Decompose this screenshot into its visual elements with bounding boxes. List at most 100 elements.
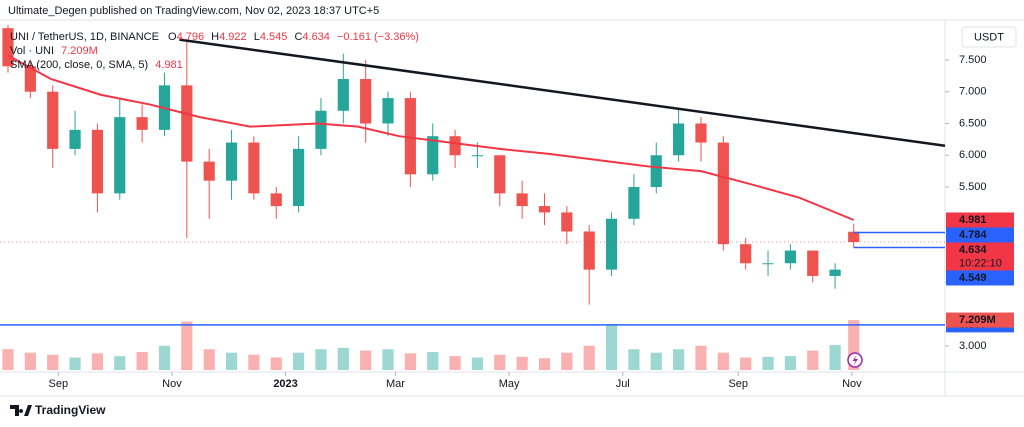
x-tick-label: Sep: [728, 378, 748, 390]
candle-body: [740, 244, 752, 264]
volume-bar: [628, 349, 640, 370]
candle-body: [494, 155, 506, 194]
volume-bar: [784, 356, 796, 370]
candle-body: [270, 193, 282, 207]
marks: [0, 25, 946, 370]
candle-body: [538, 206, 551, 213]
candle-body: [136, 117, 148, 130]
ohlc-value: 4.796: [177, 31, 205, 43]
x-tick-label: Nov: [842, 378, 862, 390]
volume-bar: [449, 356, 461, 370]
candle-body: [628, 187, 640, 219]
candle-body: [807, 250, 819, 276]
candle-body: [225, 142, 238, 181]
candle-body: [69, 129, 81, 149]
volume-label: 7.209M: [959, 314, 996, 326]
volume-label-box: [946, 312, 1014, 328]
volume-bar: [650, 352, 662, 370]
brand-logo: [10, 405, 32, 416]
price-label: 4.981: [959, 214, 987, 226]
x-tick-label: 2023: [273, 378, 297, 390]
volume-bar: [136, 351, 148, 370]
symbol: UNI / TetherUS, 1D, BINANCE: [10, 31, 159, 43]
volume-bar: [494, 354, 506, 370]
volume-bar: [248, 354, 260, 370]
ohlc-value: 4.545: [260, 31, 288, 43]
ohlc-key: O: [168, 31, 177, 43]
sma-line: [7, 54, 855, 221]
candle-body: [24, 66, 36, 92]
price-label-box: [946, 212, 1014, 228]
volume-bar: [91, 353, 104, 370]
volume-bar: [427, 351, 439, 370]
y-tick-label: 6.500: [959, 117, 987, 129]
candle-body: [91, 129, 104, 194]
volume-bar: [2, 349, 14, 370]
volume-bar: [181, 321, 193, 370]
attribution: Ultimate_Degen published on TradingView.…: [8, 5, 379, 17]
x-tick-label: Jul: [616, 378, 630, 390]
volume-bar: [315, 349, 327, 370]
candle-body: [47, 91, 59, 149]
volume-bar: [337, 347, 349, 370]
volume-bar: [561, 352, 573, 370]
sma-value: 4.981: [155, 59, 183, 71]
y-tick-label: 6.000: [959, 149, 987, 161]
volume-bar: [158, 345, 171, 370]
y-tick-label: 3.000: [959, 340, 987, 352]
volume-bar: [848, 320, 860, 370]
volume-bar: [695, 345, 707, 370]
volume-bar: [24, 352, 36, 370]
candle-body: [337, 79, 349, 111]
sma-name: SMA (200, close, 0, SMA, 5): [10, 59, 148, 71]
volume-bar: [47, 354, 59, 370]
price-label: 4.634: [959, 244, 987, 256]
candle-body: [360, 79, 372, 124]
candle-body: [561, 212, 573, 232]
candle-body: [516, 193, 528, 207]
currency-box[interactable]: [961, 26, 1017, 48]
volume-bar: [404, 353, 416, 370]
candle-body: [848, 231, 860, 243]
legend-volume: Vol · UNI 7.209M: [10, 45, 98, 57]
candle-body: [449, 136, 461, 156]
candle-body: [114, 117, 126, 194]
ohlc-key: C: [294, 31, 302, 43]
candle-body: [650, 155, 662, 188]
volume-bar: [762, 356, 774, 370]
price-label: 4.784: [959, 229, 987, 241]
volume-value: 7.209M: [61, 45, 98, 57]
currency[interactable]: USDT: [974, 31, 1004, 43]
candle-body: [404, 98, 416, 175]
volume-bar: [203, 349, 215, 370]
volume-bar: [69, 357, 81, 370]
candle-body: [427, 136, 439, 175]
candle-body: [717, 142, 729, 245]
x-tick-label: Mar: [386, 378, 405, 390]
x-tick-label: Sep: [49, 378, 69, 390]
volume-bar: [516, 356, 528, 370]
candle-body: [203, 161, 215, 181]
volume-bar: [471, 357, 484, 370]
candle-body: [382, 98, 394, 124]
legend-sma: SMA (200, close, 0, SMA, 5) 4.981: [10, 59, 183, 71]
volume-bar: [360, 350, 372, 370]
price-label-box: [946, 270, 1014, 286]
price-label-box: [946, 242, 1014, 271]
brand: TradingView: [35, 403, 106, 417]
y-tick-label: 7.000: [959, 86, 987, 98]
volume-bar: [717, 352, 729, 370]
candle-body: [248, 142, 260, 194]
candle-body: [181, 85, 193, 162]
candle-body: [605, 218, 618, 270]
candle-body: [762, 263, 774, 265]
volume-bar: [382, 349, 394, 370]
volume-bar: [583, 345, 595, 370]
volume-bar: [114, 356, 126, 370]
ohlc-key: L: [254, 31, 260, 43]
candle-body: [315, 110, 327, 149]
y-tick-label: 5.500: [959, 181, 987, 193]
volume-name: Vol · UNI: [10, 45, 54, 57]
